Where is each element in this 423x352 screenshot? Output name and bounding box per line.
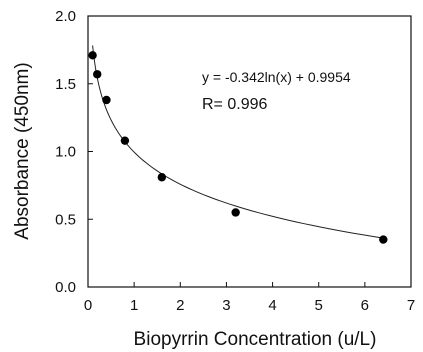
x-tick-label: 3 [222,297,230,314]
y-axis-title: Absorbance (450nm) [12,62,33,239]
y-tick-label: 1.0 [55,144,76,161]
data-point [93,70,102,79]
y-tick-labels: 0.0 0.5 1.0 1.5 2.0 [55,8,76,296]
plot-frame [87,15,412,288]
x-tick-label: 5 [315,297,323,314]
data-point [120,136,130,145]
data-point [102,95,111,105]
trendline-equation: y = -0.342ln(x) + 0.9954 [202,69,351,85]
data-point [379,235,388,244]
x-tick-labels: 0 1 2 3 4 5 6 7 [84,297,415,314]
y-tick-label: 1.5 [55,76,76,93]
axes [87,15,412,288]
x-tick-label: 7 [407,297,415,314]
data-point [231,208,240,217]
data-point [88,51,97,60]
x-tick-label: 4 [268,297,276,314]
x-tick-label: 2 [176,297,184,314]
data-point [157,173,167,182]
x-axis-title: Biopyrrin Concentration (u/L) [134,329,377,350]
x-tick-label: 0 [84,297,92,314]
r-value-label: R= 0.996 [202,96,267,113]
data-points [88,51,388,244]
y-tick-label: 0.5 [55,211,76,228]
y-tick-label: 0.0 [55,279,76,296]
x-tick-label: 6 [361,297,369,314]
y-tick-label: 2.0 [55,8,76,25]
x-tick-label: 1 [130,297,138,314]
